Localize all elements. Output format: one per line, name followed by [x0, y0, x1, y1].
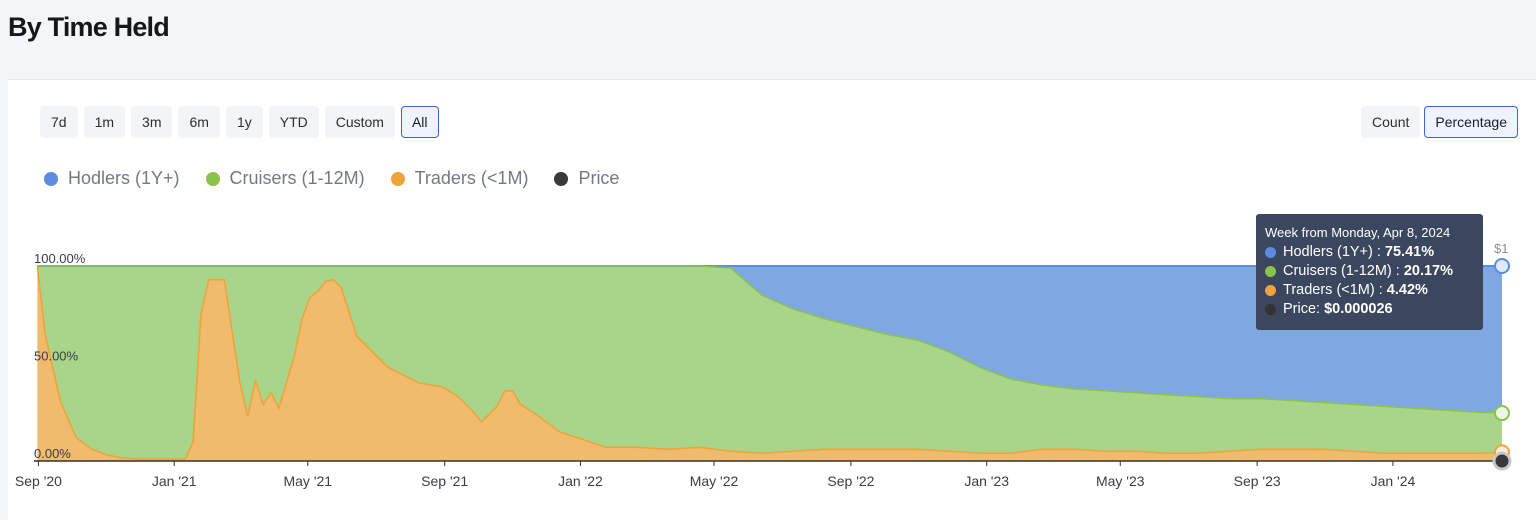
tooltip-value: 4.42%	[1386, 282, 1428, 298]
range-button-ytd[interactable]: YTD	[268, 106, 319, 138]
tooltip-row: Cruisers (1-12M) :20.17%	[1265, 262, 1474, 281]
y-tick-label: 100.00%	[34, 251, 86, 266]
tooltip-value: $0.000026	[1324, 301, 1393, 317]
percentage-button[interactable]: Percentage	[1424, 106, 1518, 138]
tooltip-dot	[1265, 247, 1276, 258]
page-title: By Time Held	[8, 12, 170, 42]
tooltip-row: Traders (<1M) :4.42%	[1265, 281, 1474, 300]
tooltip-label: Traders (<1M) :	[1283, 282, 1383, 298]
x-tick-label: Jan '23	[964, 473, 1009, 489]
range-button-6m[interactable]: 6m	[178, 106, 220, 138]
y2-tick-label: $1	[1494, 241, 1508, 256]
tooltip-dot	[1265, 266, 1276, 277]
chart-legend: Hodlers (1Y+) Cruisers (1-12M) Traders (<1…	[44, 168, 619, 189]
x-tick-label: May '23	[1096, 473, 1145, 489]
tooltip-label: Hodlers (1Y+) :	[1283, 244, 1381, 260]
count-button[interactable]: Count	[1361, 106, 1421, 138]
marker-cruisers	[1494, 405, 1510, 422]
chart-tooltip: Week from Monday, Apr 8, 2024 Hodlers (1…	[1256, 214, 1483, 330]
x-tick-label: Sep '20	[15, 473, 62, 489]
tooltip-title: Week from Monday, Apr 8, 2024	[1265, 225, 1451, 240]
legend-item-price[interactable]: Price	[554, 168, 619, 189]
marker-hodlers	[1494, 258, 1510, 274]
legend-item-hodlers[interactable]: Hodlers (1Y+)	[44, 168, 180, 189]
legend-dot	[554, 171, 569, 186]
tooltip-row: Price: $0.000026	[1265, 300, 1474, 319]
legend-label: Cruisers (1-12M)	[229, 168, 365, 188]
tooltip-label: Cruisers (1-12M) :	[1283, 263, 1400, 279]
legend-item-traders[interactable]: Traders (<1M)	[390, 168, 529, 189]
x-tick-label: Sep '23	[1234, 473, 1281, 489]
range-button-all[interactable]: All	[400, 106, 439, 138]
marker-price	[1492, 451, 1512, 471]
area-traders	[37, 266, 1503, 461]
area-cruisers	[37, 266, 1503, 460]
x-tick-label: May '21	[283, 473, 332, 489]
legend-dot	[44, 171, 58, 186]
tooltip-label: Price:	[1283, 301, 1321, 317]
line-cruisers	[37, 265, 1503, 414]
legend-label: Price	[578, 168, 620, 188]
tooltip-value: 20.17%	[1403, 263, 1454, 279]
range-button-3m[interactable]: 3m	[131, 106, 173, 138]
legend-dot	[390, 171, 405, 186]
x-tick-label: Jan '24	[1371, 473, 1416, 489]
x-tick-label: Sep '21	[421, 473, 468, 489]
legend-label: Traders (<1M)	[414, 168, 529, 188]
range-button-7d[interactable]: 7d	[40, 106, 78, 138]
legend-item-cruisers[interactable]: Cruisers (1-12M)	[205, 168, 365, 189]
area-hodlers	[37, 266, 1503, 414]
x-tick-label: Jan '21	[152, 473, 197, 489]
y-tick-label: 0.00%	[34, 446, 71, 461]
tooltip-dot	[1265, 285, 1276, 296]
legend-dot	[205, 171, 220, 186]
line-traders	[36, 265, 1503, 460]
y-tick-label: 50.00%	[34, 349, 79, 364]
x-tick-label: May '22	[690, 473, 739, 489]
tooltip-row: Hodlers (1Y+) :75.41%	[1265, 243, 1474, 262]
x-tick-label: Jan '22	[558, 473, 603, 489]
range-button-1y[interactable]: 1y	[225, 106, 263, 138]
display-mode-selector: Count Percentage	[1361, 106, 1518, 138]
x-tick-label: Sep '22	[827, 473, 874, 489]
range-button-1m[interactable]: 1m	[83, 106, 126, 138]
legend-label: Hodlers (1Y+)	[68, 168, 180, 188]
tooltip-dot	[1265, 304, 1276, 315]
tooltip-value: 75.41%	[1384, 244, 1435, 260]
time-range-selector: 7d 1m 3m 6m 1y YTD Custom All	[40, 106, 439, 138]
range-button-custom[interactable]: Custom	[324, 106, 395, 138]
